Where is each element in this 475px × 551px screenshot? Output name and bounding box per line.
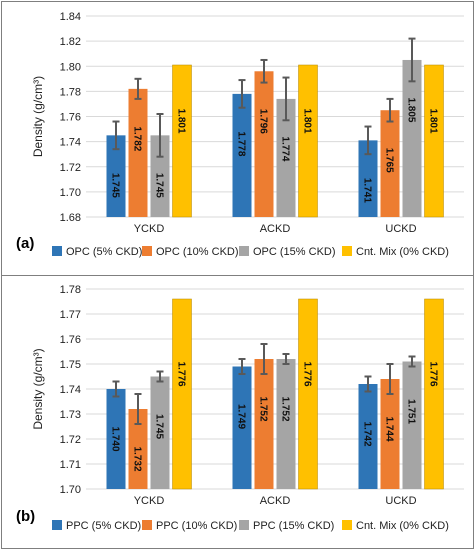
legend-label: OPC (10% CKD) bbox=[156, 246, 239, 258]
y-tick-label: 1.84 bbox=[60, 11, 81, 23]
y-tick-label: 1.75 bbox=[60, 359, 81, 371]
y-tick-label: 1.80 bbox=[60, 61, 81, 73]
data-label: 1.751 bbox=[406, 399, 417, 424]
legend-swatch bbox=[239, 246, 249, 256]
bar bbox=[106, 389, 126, 489]
bar bbox=[380, 379, 400, 489]
legend-swatch bbox=[342, 246, 352, 256]
y-tick-label: 1.82 bbox=[60, 36, 81, 48]
data-label: 1.776 bbox=[176, 361, 187, 386]
legend-label: Cnt. Mix (0% CKD) bbox=[356, 246, 449, 258]
y-axis-label: Density (g/cm³) bbox=[31, 348, 45, 429]
bar bbox=[254, 71, 274, 218]
data-label: 1.782 bbox=[132, 126, 143, 151]
y-tick-label: 1.77 bbox=[60, 309, 81, 321]
data-label: 1.776 bbox=[302, 361, 313, 386]
data-label: 1.742 bbox=[362, 421, 373, 446]
data-label: 1.776 bbox=[428, 361, 439, 386]
data-label: 1.796 bbox=[258, 109, 269, 134]
bar bbox=[424, 298, 444, 490]
bar bbox=[254, 359, 274, 489]
legend-swatch bbox=[239, 520, 249, 530]
bar bbox=[232, 366, 252, 489]
data-label: 1.745 bbox=[154, 173, 165, 198]
bar bbox=[276, 359, 296, 489]
data-label: 1.749 bbox=[236, 404, 247, 429]
y-tick-label: 1.70 bbox=[60, 187, 81, 199]
bar bbox=[172, 64, 192, 218]
bar bbox=[128, 409, 148, 489]
data-label: 1.774 bbox=[280, 136, 291, 161]
legend-swatch bbox=[142, 520, 152, 530]
data-label: 1.765 bbox=[384, 148, 395, 173]
bar bbox=[424, 64, 444, 218]
y-tick-label: 1.71 bbox=[60, 459, 81, 471]
y-tick-label: 1.70 bbox=[60, 484, 81, 496]
x-tick-label: ACKD bbox=[260, 495, 291, 507]
legend-swatch bbox=[342, 520, 352, 530]
data-label: 1.744 bbox=[384, 416, 395, 441]
y-tick-label: 1.74 bbox=[60, 384, 81, 396]
y-tick-label: 1.74 bbox=[60, 137, 81, 149]
bar bbox=[150, 135, 170, 217]
legend-label: Cnt. Mix (0% CKD) bbox=[356, 520, 449, 532]
bar bbox=[232, 93, 252, 217]
bar bbox=[358, 140, 378, 217]
bar bbox=[172, 298, 192, 490]
bar bbox=[150, 376, 170, 489]
panel-label: (b) bbox=[16, 508, 35, 525]
y-tick-label: 1.72 bbox=[60, 162, 81, 174]
data-label: 1.778 bbox=[236, 131, 247, 156]
bar bbox=[358, 384, 378, 489]
legend-swatch bbox=[52, 246, 62, 256]
y-tick-label: 1.76 bbox=[60, 334, 81, 346]
panel-label: (a) bbox=[16, 235, 34, 252]
x-tick-label: YCKD bbox=[134, 495, 165, 507]
legend-label: PPC (5% CKD) bbox=[66, 520, 141, 532]
y-tick-label: 1.78 bbox=[60, 284, 81, 296]
y-tick-label: 1.73 bbox=[60, 409, 81, 421]
legend-label: PPC (15% CKD) bbox=[253, 520, 334, 532]
legend-label: OPC (5% CKD) bbox=[66, 246, 142, 258]
x-tick-label: YCKD bbox=[134, 223, 165, 235]
data-label: 1.801 bbox=[302, 108, 313, 133]
legend-swatch bbox=[142, 246, 152, 256]
data-label: 1.801 bbox=[428, 108, 439, 133]
y-axis-label: Density (g/cm³) bbox=[31, 76, 45, 157]
data-label: 1.752 bbox=[258, 396, 269, 421]
x-tick-label: UCKD bbox=[385, 223, 416, 235]
bar bbox=[298, 298, 318, 490]
bar bbox=[402, 361, 422, 489]
x-tick-label: UCKD bbox=[385, 495, 416, 507]
legend-label: PPC (10% CKD) bbox=[156, 520, 237, 532]
data-label: 1.745 bbox=[110, 173, 121, 198]
bar bbox=[106, 135, 126, 217]
data-label: 1.741 bbox=[362, 178, 373, 203]
y-tick-label: 1.68 bbox=[60, 212, 81, 224]
data-label: 1.801 bbox=[176, 108, 187, 133]
legend-label: OPC (15% CKD) bbox=[253, 246, 336, 258]
chart-panel-1: 1.68 1.70 1.72 1.74 1.76 1.78 1.80 1.82 1.84 Dens… bbox=[16, 11, 464, 258]
y-tick-label: 1.78 bbox=[60, 86, 81, 98]
x-tick-label: ACKD bbox=[260, 223, 291, 235]
bar bbox=[380, 110, 400, 217]
bar bbox=[298, 64, 318, 218]
data-label: 1.732 bbox=[132, 446, 143, 471]
data-label: 1.740 bbox=[110, 426, 121, 451]
bar bbox=[276, 98, 296, 217]
legend-swatch bbox=[52, 520, 62, 530]
data-label: 1.752 bbox=[280, 396, 291, 421]
y-tick-label: 1.72 bbox=[60, 434, 81, 446]
panel-divider bbox=[2, 275, 473, 276]
chart-panel-2: 1.70 1.71 1.72 1.73 1.74 1.75 1.76 1.77 1.78 Dens… bbox=[16, 284, 464, 532]
bar bbox=[128, 88, 148, 217]
data-label: 1.745 bbox=[154, 414, 165, 439]
y-tick-label: 1.76 bbox=[60, 112, 81, 124]
bar bbox=[402, 59, 422, 217]
data-label: 1.805 bbox=[406, 97, 417, 122]
